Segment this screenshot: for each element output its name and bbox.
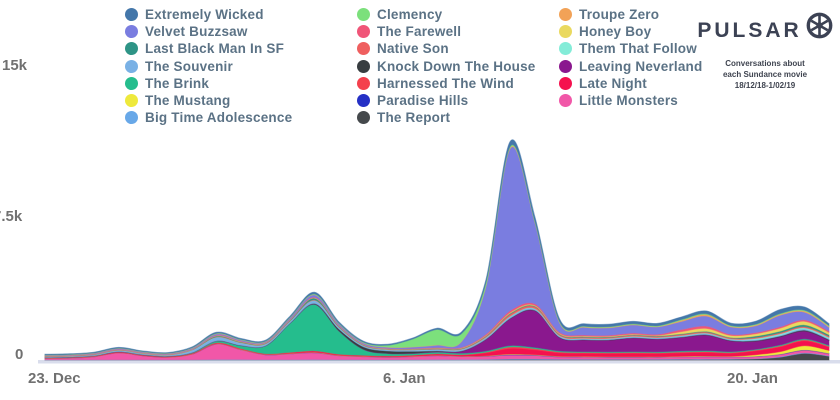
brand-caption-line3: 18/12/18-1/02/19 — [734, 81, 796, 90]
legend-item-the-report[interactable]: The Report — [357, 109, 523, 126]
legend-item-honey-boy[interactable]: Honey Boy — [559, 23, 702, 40]
legend-marker-icon — [559, 25, 572, 39]
legend-marker-icon — [125, 94, 138, 108]
legend-item-troupe-zero[interactable]: Troupe Zero — [559, 6, 702, 23]
legend-marker-icon — [559, 8, 572, 22]
chart-legend: Extremely Wicked Velvet Buzzsaw Last Black… — [125, 6, 702, 126]
area-series-velvet-buzzsaw[interactable] — [44, 146, 830, 357]
x-tick-20-jan: 20. Jan — [727, 370, 778, 387]
legend-marker-icon — [357, 94, 370, 108]
legend-column-3: Troupe Zero Honey Boy Them That Follow Leav… — [559, 6, 702, 126]
x-tick-23-dec: 23. Dec — [28, 370, 81, 387]
legend-item-label: Little Monsters — [579, 93, 679, 109]
legend-marker-icon — [357, 25, 370, 39]
legend-item-label: Velvet Buzzsaw — [145, 24, 248, 40]
legend-item-label: Paradise Hills — [377, 93, 469, 109]
legend-item-them-that-follow[interactable]: Them That Follow — [559, 40, 702, 57]
legend-marker-icon — [125, 25, 138, 39]
legend-marker-icon — [559, 94, 572, 108]
legend-item-the-farewell[interactable]: The Farewell — [357, 23, 523, 40]
legend-item-label: Harnessed The Wind — [377, 75, 515, 91]
legend-item-native-son[interactable]: Native Son — [357, 40, 523, 57]
legend-item-little-monsters[interactable]: Little Monsters — [559, 92, 702, 109]
legend-marker-icon — [125, 111, 138, 125]
legend-marker-icon — [125, 76, 138, 90]
legend-item-knock-down-the-house[interactable]: Knock Down The House — [357, 58, 535, 75]
brand-caption-line1: Conversations about — [725, 59, 805, 68]
legend-item-paradise-hills[interactable]: Paradise Hills — [357, 92, 523, 109]
legend-item-harnessed-the-wind[interactable]: Harnessed The Wind — [357, 75, 523, 92]
legend-item-label: Last Black Man In SF — [145, 41, 285, 57]
legend-item-label: Big Time Adolescence — [145, 110, 293, 126]
legend-item-label: Knock Down The House — [377, 58, 536, 74]
legend-item-label: Leaving Neverland — [579, 58, 703, 74]
legend-marker-icon — [357, 42, 370, 56]
legend-item-label: The Farewell — [377, 24, 462, 40]
legend-marker-icon — [125, 42, 138, 56]
legend-item-late-night[interactable]: Late Night — [559, 75, 702, 92]
y-tick-7-5k: 7.5k — [0, 208, 23, 225]
legend-item-extremely-wicked[interactable]: Extremely Wicked — [125, 6, 321, 23]
legend-item-label: Clemency — [377, 7, 443, 23]
legend-item-label: Native Son — [377, 41, 449, 57]
legend-item-last-black-man-in-sf[interactable]: Last Black Man In SF — [125, 40, 321, 57]
x-axis-line — [38, 360, 840, 364]
legend-marker-icon — [559, 76, 572, 90]
pulsar-logo-icon — [806, 12, 833, 44]
legend-item-clemency[interactable]: Clemency — [357, 6, 523, 23]
legend-item-label: Extremely Wicked — [145, 7, 264, 23]
legend-column-1: Extremely Wicked Velvet Buzzsaw Last Black… — [125, 6, 321, 126]
legend-marker-icon — [357, 76, 370, 90]
legend-item-leaving-neverland[interactable]: Leaving Neverland — [559, 58, 702, 75]
legend-marker-icon — [357, 111, 370, 125]
legend-item-the-souvenir[interactable]: The Souvenir — [125, 58, 321, 75]
legend-marker-icon — [559, 42, 572, 56]
legend-marker-icon — [357, 8, 370, 22]
pulsar-wordmark: PULSAR — [697, 19, 802, 42]
legend-item-label: The Brink — [145, 75, 210, 91]
legend-marker-icon — [559, 59, 572, 73]
pulsar-branding: PULSAR Conversations about each Sundance… — [697, 12, 833, 91]
legend-item-big-time-adolescence[interactable]: Big Time Adolescence — [125, 109, 321, 126]
legend-item-label: Them That Follow — [579, 41, 697, 57]
legend-item-the-brink[interactable]: The Brink — [125, 75, 321, 92]
area-series-extremely-wicked[interactable] — [44, 139, 830, 356]
legend-item-label: Late Night — [579, 75, 647, 91]
legend-item-label: The Report — [377, 110, 451, 126]
legend-marker-icon — [357, 59, 370, 73]
legend-item-the-mustang[interactable]: The Mustang — [125, 92, 321, 109]
legend-marker-icon — [125, 59, 138, 73]
legend-item-label: Troupe Zero — [579, 7, 660, 23]
legend-item-label: The Souvenir — [145, 58, 233, 74]
legend-marker-icon — [125, 8, 138, 22]
x-tick-6-jan: 6. Jan — [383, 370, 426, 387]
brand-caption-line2: each Sundance movie — [722, 70, 808, 79]
legend-item-velvet-buzzsaw[interactable]: Velvet Buzzsaw — [125, 23, 321, 40]
y-tick-0: 0 — [15, 346, 24, 363]
legend-column-2: Clemency The Farewell Native Son Knock Down… — [357, 6, 535, 126]
legend-item-label: The Mustang — [145, 93, 231, 109]
y-tick-15k: 15k — [2, 57, 28, 74]
legend-item-label: Honey Boy — [579, 24, 652, 40]
